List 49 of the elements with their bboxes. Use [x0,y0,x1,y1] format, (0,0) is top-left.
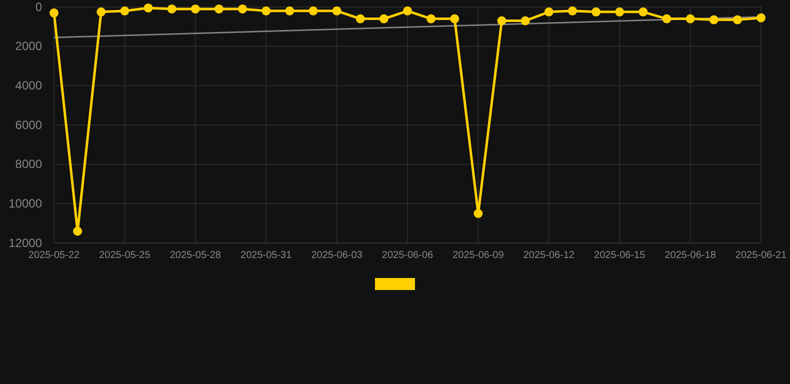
point [426,14,436,24]
point [332,6,342,16]
point [50,8,58,18]
x-tick-label: 2025-05-28 [170,250,222,262]
x-tick-label: 2025-06-06 [382,250,434,262]
point [474,209,483,218]
y-tick-label: 2000 [15,39,42,54]
point [756,13,766,22]
point [403,6,412,16]
point [592,7,601,16]
point [238,4,248,14]
y-tick-label: 10000 [8,196,42,211]
x-tick-label: 2025-06-09 [452,250,504,262]
x-tick-label: 2025-05-22 [28,250,80,262]
x-tick-label: 2025-06-18 [664,250,716,262]
x-tick-label: 2025-06-12 [523,250,575,262]
point [144,3,153,12]
point [544,7,554,16]
point [686,14,695,24]
y-tick-label: 12000 [8,236,42,250]
point [568,6,577,16]
x-tick-label: 2025-06-21 [735,250,788,262]
y-tick-label: 8000 [15,157,42,172]
x-tick-label: 2025-06-03 [311,250,363,262]
point [497,16,506,26]
point [96,7,106,16]
point [285,6,294,16]
point [73,226,82,236]
point [732,15,742,24]
point [709,15,718,24]
point [308,6,318,16]
point [450,14,460,24]
x-tick-label: 2025-05-25 [99,250,151,262]
y-tick-label: 4000 [15,78,42,93]
x-tick-label: 2025-06-15 [594,250,646,262]
y-tick-label: 0 [35,0,42,14]
point [262,6,271,16]
point [190,4,200,14]
y-tick-label: 6000 [15,118,42,132]
point [214,4,224,14]
point [662,14,672,24]
point [615,7,624,16]
point [638,7,648,16]
point [120,6,130,16]
point [167,4,176,14]
point [356,14,365,24]
point [379,14,388,24]
point [520,16,530,26]
x-tick-label: 2025-05-31 [240,250,292,262]
